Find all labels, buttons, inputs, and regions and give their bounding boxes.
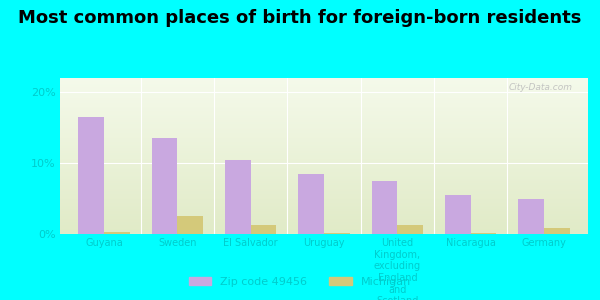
Bar: [79, 117, 104, 234]
Bar: [178, 216, 203, 234]
Bar: [544, 228, 569, 234]
Bar: [298, 174, 324, 234]
Bar: [518, 199, 544, 234]
Bar: [445, 195, 470, 234]
Bar: [371, 181, 397, 234]
Text: Most common places of birth for foreign-born residents: Most common places of birth for foreign-…: [19, 9, 581, 27]
Bar: [470, 232, 496, 234]
Bar: [104, 232, 130, 234]
Text: City-Data.com: City-Data.com: [508, 83, 572, 92]
Legend: Zip code 49456, Michigan: Zip code 49456, Michigan: [185, 273, 415, 291]
Bar: [251, 226, 277, 234]
Bar: [152, 138, 178, 234]
Bar: [324, 232, 350, 234]
Bar: [397, 226, 423, 234]
Bar: [225, 160, 251, 234]
